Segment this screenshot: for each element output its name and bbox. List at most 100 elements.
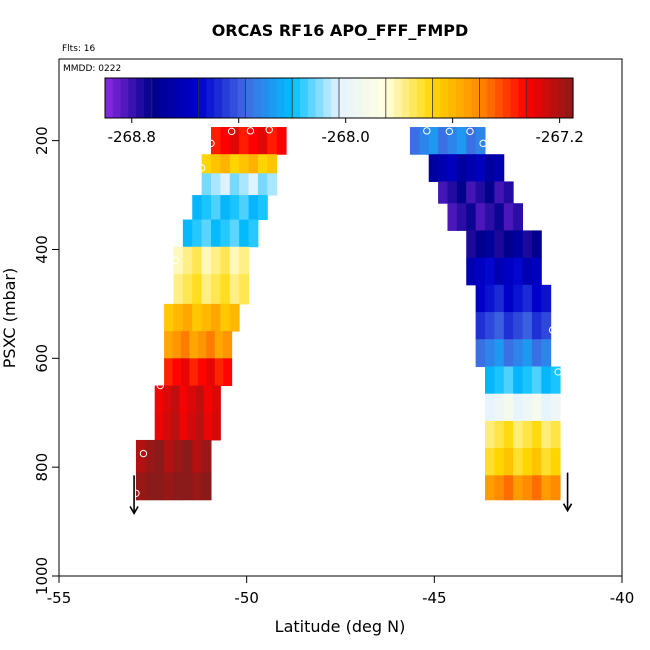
plot-frame — [58, 58, 623, 577]
chart-title: ORCAS RF16 APO_FFF_FMPD — [212, 21, 469, 40]
heatmap-cell — [214, 358, 224, 387]
sample-point — [166, 282, 174, 291]
heatmap-cell — [550, 393, 561, 422]
heatmap-cell — [438, 127, 448, 155]
colorbar-segment — [237, 78, 246, 118]
heatmap-cell — [475, 339, 486, 367]
heatmap-cell — [513, 448, 524, 476]
heatmap-cell — [180, 331, 190, 359]
heatmap-cell — [220, 219, 231, 248]
heatmap-cell — [203, 412, 213, 441]
sample-point — [207, 139, 215, 148]
heatmap-cell — [229, 173, 240, 196]
sample-point — [554, 368, 562, 376]
colorbar-segment — [198, 78, 207, 118]
heatmap-cell — [206, 331, 216, 359]
colorbar-segment — [206, 78, 215, 118]
heatmap-cell — [485, 448, 495, 476]
heatmap-cell — [550, 366, 561, 395]
heatmap-cell — [513, 230, 524, 259]
heatmap-cell — [447, 154, 458, 182]
heatmap-cell — [172, 358, 182, 387]
colorbar-tick-label: -268.0 — [322, 128, 370, 146]
heatmap-cell — [541, 393, 552, 422]
heatmap-cell — [164, 439, 174, 474]
heatmap-cell — [503, 475, 514, 501]
heatmap-cell — [179, 385, 189, 414]
heatmap-cell — [248, 173, 259, 196]
heatmap-cell — [503, 203, 514, 231]
y-tick-label: 600 — [33, 344, 51, 373]
heatmap-cell — [541, 312, 552, 340]
heatmap-cell — [211, 173, 221, 196]
heatmap-cell — [494, 448, 505, 476]
heatmap-cell — [220, 195, 231, 221]
heatmap-cell — [192, 219, 203, 248]
heatmap-cell — [189, 358, 199, 387]
heatmap-cell — [513, 420, 524, 449]
heatmap-cell — [456, 127, 467, 155]
heatmap-cell — [201, 273, 212, 305]
heatmap-cell — [211, 219, 221, 248]
colorbar-segment — [393, 78, 402, 118]
heatmap-cell — [475, 257, 486, 286]
heatmap-cell — [541, 475, 552, 501]
heatmap-cell — [541, 366, 552, 395]
heatmap-cell — [182, 472, 193, 501]
colorbar-segment — [463, 78, 473, 118]
colorbar-segment — [354, 78, 363, 118]
heatmap-cell — [541, 448, 552, 476]
heatmap-cell — [239, 195, 250, 221]
heatmap-cell — [494, 257, 505, 286]
heatmap-cell — [248, 154, 259, 174]
sample-point — [265, 126, 273, 134]
heatmap-cell — [201, 472, 212, 501]
heatmap-cell — [456, 181, 467, 204]
heatmap-cell — [531, 230, 542, 259]
heatmap-cell — [211, 273, 221, 305]
heatmap-cell — [409, 127, 420, 155]
heatmap-cell — [211, 127, 221, 155]
heatmap-cell — [182, 273, 193, 305]
heatmap-cell — [513, 393, 524, 422]
colorbar-segment — [261, 78, 270, 118]
heatmap-cell — [239, 219, 250, 248]
sample-point — [423, 127, 431, 135]
heatmap-cell — [550, 448, 561, 476]
heatmap-cell — [485, 393, 495, 422]
heatmap-cell — [494, 154, 505, 182]
heatmap-cell — [192, 195, 203, 221]
colorbar-segment — [479, 78, 488, 118]
sample-point — [197, 164, 206, 172]
heatmap-cell — [257, 173, 268, 196]
colorbar-segment — [128, 78, 137, 118]
colorbar-segment — [549, 78, 558, 118]
heatmap-cell — [229, 303, 240, 332]
heatmap-cell — [182, 439, 193, 474]
heatmap-cell — [494, 312, 505, 340]
profile-arrow-head — [129, 506, 139, 516]
heatmap-cell — [531, 312, 542, 340]
heatmap-cell — [513, 203, 524, 231]
heatmap-cell — [162, 412, 172, 441]
heatmap-cell — [503, 420, 514, 449]
heatmap-cell — [438, 181, 448, 204]
heatmap-cell — [223, 331, 233, 359]
heatmap-cell — [522, 366, 533, 395]
heatmap-cell — [201, 154, 212, 174]
heatmap-cell — [220, 127, 231, 155]
heatmap-cell — [164, 331, 174, 359]
heatmap-cell — [531, 284, 542, 313]
colorbar-segment — [424, 78, 434, 118]
heatmap-cell — [223, 358, 233, 387]
heatmap-cell — [494, 366, 505, 395]
heatmap-cell — [201, 439, 212, 474]
heatmap-cell — [513, 339, 524, 367]
heatmap-cell — [171, 385, 180, 414]
colorbar-segment — [385, 78, 395, 118]
heatmap-cell — [229, 195, 240, 221]
colorbar-segment — [487, 78, 496, 118]
sample-point — [171, 256, 180, 265]
heatmap-cell — [180, 358, 190, 387]
heatmap-cell — [187, 412, 197, 441]
